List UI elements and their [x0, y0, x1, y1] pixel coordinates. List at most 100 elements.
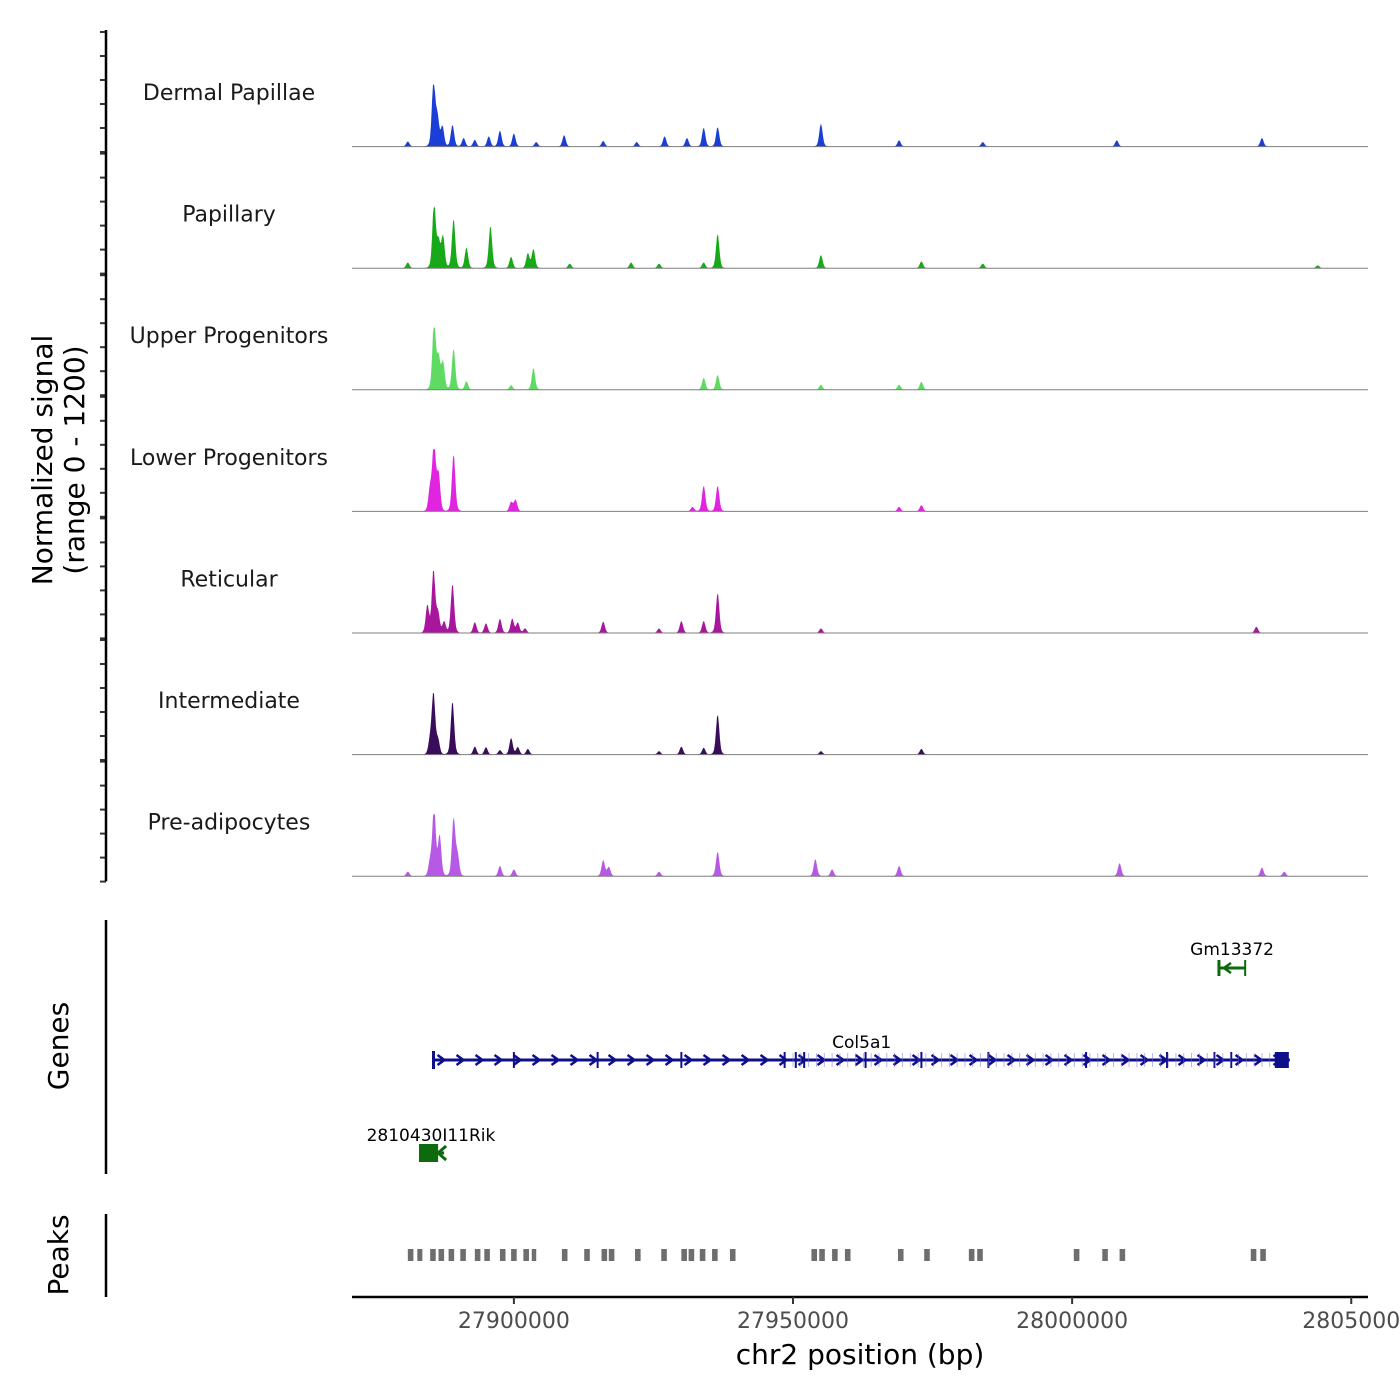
peak-region	[661, 1249, 667, 1261]
peak-region	[1102, 1249, 1108, 1261]
peak-region	[417, 1249, 423, 1261]
peak-region	[430, 1249, 436, 1261]
genes-track-label: Genes	[42, 1002, 75, 1090]
strand-chevron	[1101, 1053, 1112, 1067]
strand-chevron	[626, 1053, 637, 1067]
signal-area	[352, 206, 1368, 269]
peak-region	[438, 1249, 445, 1261]
x-tick-label: 2805000	[1302, 1309, 1400, 1334]
strand-chevron	[1221, 961, 1232, 975]
peak-region	[897, 1249, 904, 1261]
strand-chevron	[550, 1053, 561, 1067]
strand-chevron	[474, 1053, 485, 1067]
strand-chevron	[683, 1053, 694, 1067]
x-axis-title: chr2 position (bp)	[736, 1338, 985, 1371]
track-label: Pre-adipocytes	[148, 811, 311, 836]
signal-area	[352, 814, 1368, 877]
strand-chevron	[512, 1053, 523, 1067]
gene-label: 2810430I11Rik	[367, 1126, 496, 1146]
track-4: Reticular	[180, 567, 1368, 634]
peak-region	[608, 1249, 615, 1261]
track-6: Pre-adipocytes	[148, 811, 1368, 877]
peak-region	[977, 1249, 983, 1261]
track-label: Upper Progenitors	[130, 324, 329, 349]
strand-chevron	[740, 1053, 751, 1067]
strand-chevron	[664, 1053, 675, 1067]
gene-Gm13372: Gm13372	[1190, 940, 1274, 976]
terminal-exon	[418, 1144, 439, 1162]
strand-chevron	[702, 1053, 713, 1067]
track-0: Dermal Papillae	[143, 81, 1368, 148]
y-axis-range: (range 0 - 1200)	[58, 345, 91, 574]
strand-chevron	[1234, 1053, 1245, 1067]
peak-region	[1260, 1249, 1266, 1261]
strand-chevron	[1215, 1053, 1226, 1067]
peak-region	[1250, 1249, 1257, 1261]
signal-area	[352, 84, 1368, 147]
peak-region	[460, 1249, 466, 1261]
track-5: Intermediate	[158, 689, 1368, 756]
peak-region	[681, 1249, 687, 1261]
signal-area	[352, 571, 1368, 633]
x-axis: 27900000 27950000 28000000 2805000	[352, 1295, 1400, 1334]
track-1: Papillary	[182, 203, 1368, 269]
peak-region	[924, 1249, 930, 1261]
track-label: Dermal Papillae	[143, 81, 315, 106]
peaks-track	[104, 1214, 1266, 1297]
peak-region	[523, 1249, 529, 1261]
strand-chevron	[531, 1053, 542, 1067]
strand-chevron	[1139, 1053, 1150, 1067]
strand-chevron	[1044, 1053, 1055, 1067]
strand-chevron	[493, 1053, 504, 1067]
strand-chevron	[873, 1053, 884, 1067]
gene-2810430I11Rik: 2810430I11Rik	[367, 1126, 496, 1162]
peak-region	[635, 1249, 641, 1261]
y-axis-title: Normalized signal	[26, 335, 59, 586]
peak-region	[1119, 1249, 1126, 1261]
strand-chevron	[987, 1053, 998, 1067]
coverage-tracks: Dermal Papillae Papillary Upper Progenitor…	[130, 81, 1368, 877]
strand-chevron	[455, 1053, 466, 1067]
strand-chevron	[1196, 1053, 1207, 1067]
peak-region	[819, 1249, 825, 1261]
peak-region	[688, 1249, 695, 1261]
x-tick-label: 27900000	[458, 1309, 570, 1334]
strand-chevron	[436, 1053, 447, 1067]
peak-region	[1073, 1249, 1080, 1261]
strand-chevron	[569, 1053, 580, 1067]
peak-region	[729, 1249, 736, 1261]
strand-chevron	[759, 1053, 770, 1067]
x-tick-label: 28000000	[1016, 1309, 1128, 1334]
track-label: Intermediate	[158, 689, 300, 714]
strand-chevron	[911, 1053, 922, 1067]
peak-region	[499, 1249, 506, 1261]
peak-region	[844, 1249, 851, 1261]
peak-region	[474, 1249, 481, 1261]
strand-chevron	[1253, 1053, 1264, 1067]
track-2: Upper Progenitors	[130, 324, 1368, 391]
track-label: Reticular	[180, 567, 278, 592]
peak-region	[712, 1249, 718, 1261]
track-label: Papillary	[182, 203, 276, 228]
strand-chevron	[1025, 1053, 1036, 1067]
coverage-y-axis	[100, 30, 108, 883]
gene-label: Col5a1	[832, 1033, 891, 1053]
peak-region	[407, 1249, 414, 1261]
signal-area	[352, 692, 1368, 755]
strand-chevron	[835, 1053, 846, 1067]
signal-area	[352, 327, 1368, 390]
strand-chevron	[1177, 1053, 1188, 1067]
strand-chevron	[1006, 1053, 1017, 1067]
strand-chevron	[968, 1053, 979, 1067]
track-3: Lower Progenitors	[130, 446, 1368, 512]
strand-chevron	[1120, 1053, 1131, 1067]
peak-region	[968, 1249, 975, 1261]
peak-region	[448, 1249, 455, 1261]
strand-chevron	[588, 1053, 599, 1067]
peak-region	[531, 1249, 537, 1261]
peak-region	[511, 1249, 517, 1261]
strand-chevron	[892, 1053, 903, 1067]
strand-chevron	[854, 1053, 865, 1067]
peak-region	[832, 1249, 838, 1261]
